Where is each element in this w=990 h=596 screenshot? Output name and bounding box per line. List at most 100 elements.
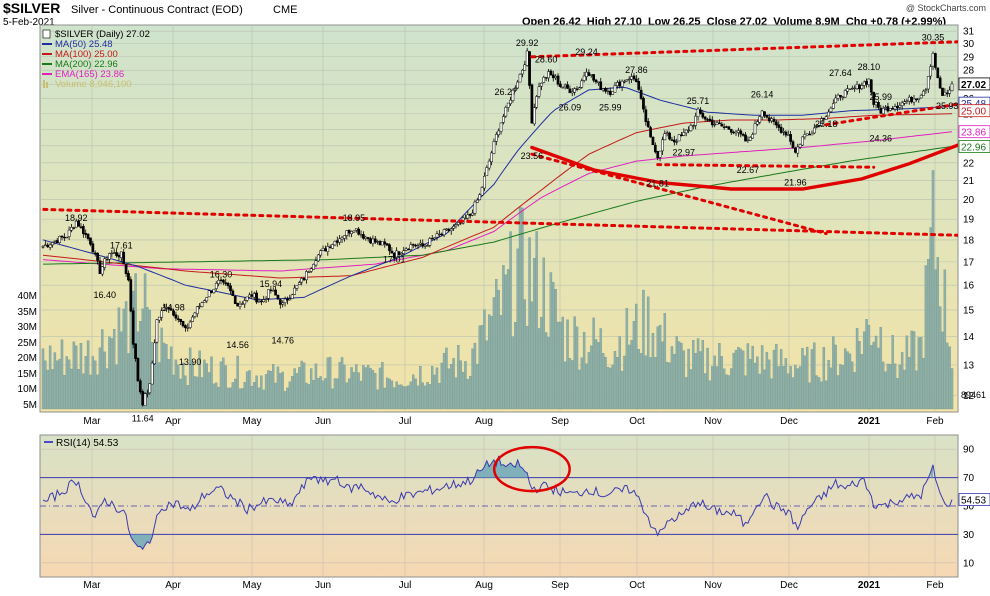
candle-body	[63, 236, 66, 239]
candle-body	[480, 187, 484, 196]
volume-bar	[575, 326, 579, 410]
price-tick-label: 29	[963, 52, 975, 63]
candle-body	[236, 302, 239, 307]
candle-body	[803, 134, 807, 138]
volume-bar	[172, 374, 175, 410]
candle-body	[369, 238, 372, 244]
volume-bar	[687, 348, 690, 410]
candle-body	[100, 266, 104, 275]
candle-body	[195, 306, 199, 314]
candle-body	[691, 125, 695, 127]
candle-body	[893, 106, 897, 110]
candle-body	[60, 235, 64, 238]
volume-bar	[815, 375, 818, 410]
candle-body	[167, 307, 171, 310]
volume-bar	[264, 374, 268, 410]
price-annotation: 22.97	[673, 148, 696, 158]
candle-body	[718, 122, 721, 125]
candle-body	[224, 282, 228, 285]
candle-body	[599, 81, 603, 91]
candle-body	[623, 81, 626, 83]
volume-bar	[806, 346, 809, 410]
candle-body	[836, 94, 840, 99]
volume-bar	[433, 374, 436, 410]
volume-bar	[381, 362, 384, 410]
volume-bar	[516, 248, 519, 410]
volume-bar	[696, 338, 700, 410]
candle-body	[385, 243, 389, 246]
volume-bar	[870, 345, 873, 410]
candle-body	[561, 87, 565, 89]
candle-body	[568, 88, 572, 94]
chart-symbol: $SILVER	[3, 0, 60, 16]
volume-bar	[623, 355, 626, 410]
volume-bar	[715, 366, 719, 410]
candle-body	[257, 301, 261, 303]
price-annotation: 30.35	[922, 32, 945, 42]
price-candles	[41, 47, 954, 407]
price-tag-label: 27.02	[961, 80, 986, 91]
candle-body	[179, 319, 183, 322]
price-annotation: 28.10	[858, 62, 881, 72]
candle-body	[492, 141, 496, 154]
candle-body	[537, 86, 541, 97]
volume-bar	[72, 341, 76, 410]
volume-bar	[226, 387, 230, 410]
candle-body	[157, 316, 161, 321]
volume-bar	[559, 321, 562, 410]
volume-axis: 40M 35M 30M 25M 20M 15M 10M 5M 89461	[18, 291, 986, 411]
volume-bar	[143, 273, 147, 410]
rsi-highlight-circle	[492, 445, 571, 493]
volume-bar	[269, 370, 273, 410]
candle-body	[896, 105, 899, 108]
volume-bar	[620, 370, 624, 410]
candle-body	[680, 134, 683, 136]
x-axis-main: Mar Apr May Jun Jul Aug Sep Oct Nov Dec 2021 Feb	[83, 416, 944, 427]
volume-bar	[896, 378, 899, 410]
volume-bar	[355, 364, 358, 410]
price-tag-box	[958, 140, 990, 153]
volume-bar	[689, 369, 693, 410]
candle-body	[70, 227, 73, 231]
volume-tag-label: 89461	[961, 390, 986, 400]
volume-bar	[737, 347, 740, 410]
candle-body	[656, 151, 660, 159]
candle-body	[616, 82, 619, 86]
candle-body	[668, 132, 671, 140]
volume-bar	[200, 377, 204, 410]
price-tag-label: 25.00	[961, 107, 986, 118]
candle-body	[912, 98, 916, 103]
candle-body	[898, 105, 902, 108]
volume-bar	[706, 347, 709, 410]
volume-bar	[362, 365, 365, 410]
candle-body	[48, 244, 52, 248]
volume-bar	[56, 360, 59, 410]
volume-bar	[407, 385, 410, 410]
candle-body	[763, 111, 766, 117]
candle-body	[594, 79, 598, 83]
volume-bar	[594, 339, 598, 410]
candle-body	[357, 228, 361, 235]
candle-body	[184, 325, 187, 329]
volume-bar	[70, 368, 73, 410]
candle-body	[295, 284, 299, 289]
candle-body	[634, 78, 638, 83]
candle-body	[950, 83, 954, 92]
candle-body	[701, 112, 705, 118]
rsi-month-label: Mar	[83, 580, 101, 591]
volume-bar	[416, 385, 420, 410]
price-annotation: 25.93	[936, 101, 959, 111]
candle-body	[587, 72, 591, 76]
volume-bar	[65, 356, 68, 410]
price-tag-label: 23.86	[961, 128, 986, 139]
candle-body	[419, 242, 422, 245]
candle-body	[354, 228, 358, 231]
volume-bar	[461, 371, 465, 410]
volume-bar	[722, 368, 726, 410]
candle-body	[696, 108, 700, 117]
candle-body	[335, 240, 339, 243]
volume-bar	[495, 279, 498, 410]
volume-bar	[514, 322, 517, 410]
volume-bar	[108, 336, 111, 410]
candle-body	[827, 111, 830, 117]
